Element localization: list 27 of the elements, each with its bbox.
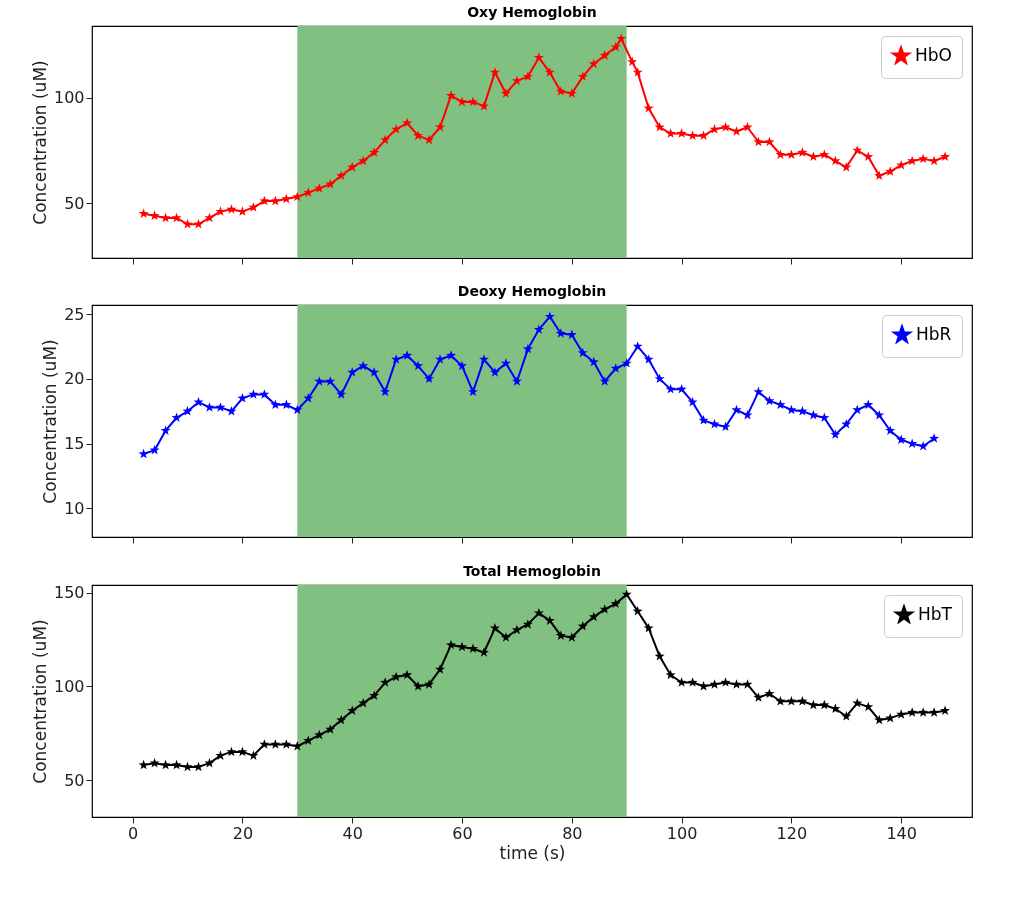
y-axis-title: Concentration (uM)	[29, 619, 50, 784]
y-tick-label: 100	[53, 676, 85, 696]
chart-title: Deoxy Hemoglobin	[457, 283, 607, 299]
y-tick-label: 50	[64, 770, 85, 790]
x-tick-label: 40	[342, 823, 363, 843]
x-tick-label: 120	[776, 823, 808, 843]
chart-title: Oxy Hemoglobin	[467, 4, 597, 20]
legend-label: HbT	[918, 604, 953, 624]
x-tick-label: 100	[666, 823, 698, 843]
y-axis-title: Concentration (uM)	[29, 60, 50, 225]
y-tick-label: 20	[64, 369, 85, 389]
y-tick-label: 50	[64, 193, 85, 213]
chart-title: Total Hemoglobin	[463, 562, 601, 579]
legend-label: HbO	[915, 45, 952, 65]
y-tick-label: 150	[53, 583, 85, 602]
x-tick-label: 80	[562, 823, 583, 843]
y-tick-label: 15	[64, 434, 85, 454]
x-tick-label: 20	[232, 823, 254, 843]
x-tick-label: 60	[452, 823, 473, 843]
x-tick-label: 0	[128, 823, 139, 843]
y-tick-label: 10	[64, 498, 85, 518]
x-axis-title: time (s)	[499, 842, 566, 863]
legend-label: HbR	[916, 324, 952, 344]
y-tick-label: 100	[53, 88, 85, 108]
x-tick-label: 140	[886, 823, 917, 843]
y-tick-label: 25	[64, 304, 85, 324]
y-axis-title: Concentration (uM)	[40, 339, 61, 504]
